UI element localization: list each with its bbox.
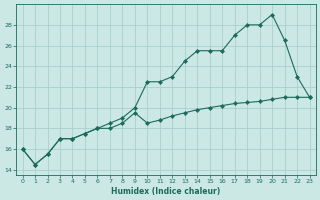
- X-axis label: Humidex (Indice chaleur): Humidex (Indice chaleur): [111, 187, 221, 196]
